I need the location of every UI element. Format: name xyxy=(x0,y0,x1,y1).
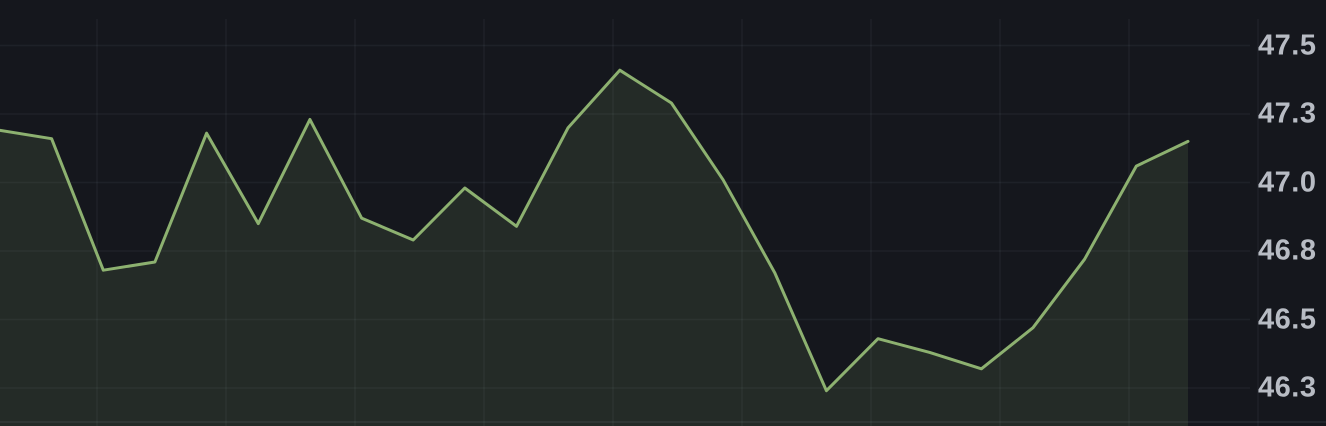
series-area-fill xyxy=(0,70,1188,426)
series-price-line xyxy=(0,68,1190,393)
grid-horizontal-lines xyxy=(0,44,1250,389)
grid-vertical-lines xyxy=(96,19,1259,426)
